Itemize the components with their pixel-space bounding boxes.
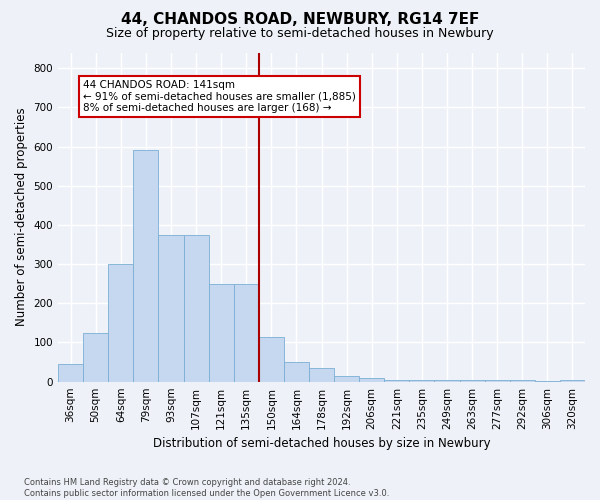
Bar <box>184 234 209 382</box>
Bar <box>309 368 334 382</box>
Bar <box>460 380 485 382</box>
Text: 44, CHANDOS ROAD, NEWBURY, RG14 7EF: 44, CHANDOS ROAD, NEWBURY, RG14 7EF <box>121 12 479 28</box>
Bar <box>83 332 108 382</box>
Bar <box>384 380 409 382</box>
Bar <box>259 336 284 382</box>
Bar <box>58 364 83 382</box>
Bar <box>535 381 560 382</box>
Text: 44 CHANDOS ROAD: 141sqm
← 91% of semi-detached houses are smaller (1,885)
8% of : 44 CHANDOS ROAD: 141sqm ← 91% of semi-de… <box>83 80 356 113</box>
X-axis label: Distribution of semi-detached houses by size in Newbury: Distribution of semi-detached houses by … <box>153 437 490 450</box>
Bar <box>209 284 233 382</box>
Bar <box>158 234 184 382</box>
Bar <box>485 380 510 382</box>
Bar <box>284 362 309 382</box>
Bar <box>434 380 460 382</box>
Bar <box>409 380 434 382</box>
Bar <box>560 380 585 382</box>
Text: Size of property relative to semi-detached houses in Newbury: Size of property relative to semi-detach… <box>106 28 494 40</box>
Text: Contains HM Land Registry data © Crown copyright and database right 2024.
Contai: Contains HM Land Registry data © Crown c… <box>24 478 389 498</box>
Bar <box>510 380 535 382</box>
Y-axis label: Number of semi-detached properties: Number of semi-detached properties <box>15 108 28 326</box>
Bar <box>133 150 158 382</box>
Bar <box>359 378 384 382</box>
Bar <box>334 376 359 382</box>
Bar <box>108 264 133 382</box>
Bar <box>233 284 259 382</box>
